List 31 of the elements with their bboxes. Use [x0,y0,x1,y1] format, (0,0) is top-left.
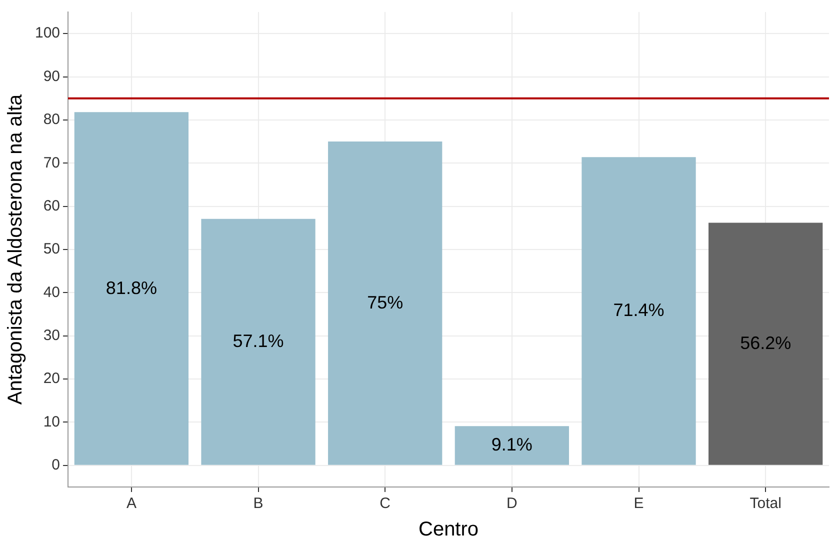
bar [582,157,696,465]
y-tick-label: 40 [43,284,60,301]
data-label: 57.1% [232,331,284,352]
data-label: 56.2% [740,333,792,354]
x-tick-label: Total [750,495,782,512]
x-tick-label: E [634,495,644,512]
y-tick-label: 30 [43,327,60,344]
x-tick-label: A [126,495,136,512]
bar [328,142,442,465]
data-label: 9.1% [491,434,532,455]
x-axis-title: Centro [418,518,479,541]
data-label: 81.8% [106,278,157,298]
data-label: 75% [367,292,404,312]
y-axis-title: Antagonista da Aldosterona na alta [4,94,27,405]
bar [74,112,189,465]
y-tick-label: 10 [43,413,60,430]
y-tick-label: 100 [34,24,60,42]
y-tick-label: 80 [43,111,60,128]
data-label: 71.4% [613,300,664,320]
y-tick-label: 90 [43,68,60,85]
bar [454,426,569,465]
x-tick-label: B [253,495,264,512]
y-tick-label: 50 [43,240,60,258]
x-tick-label: D [506,495,518,512]
bar [201,218,316,465]
y-tick-label: 20 [43,370,60,388]
y-tick-label: 60 [43,197,60,214]
y-tick-label: 70 [43,154,60,172]
y-tick-label: 0 [52,456,60,474]
x-tick-label: C [380,495,391,512]
bar [708,222,823,465]
